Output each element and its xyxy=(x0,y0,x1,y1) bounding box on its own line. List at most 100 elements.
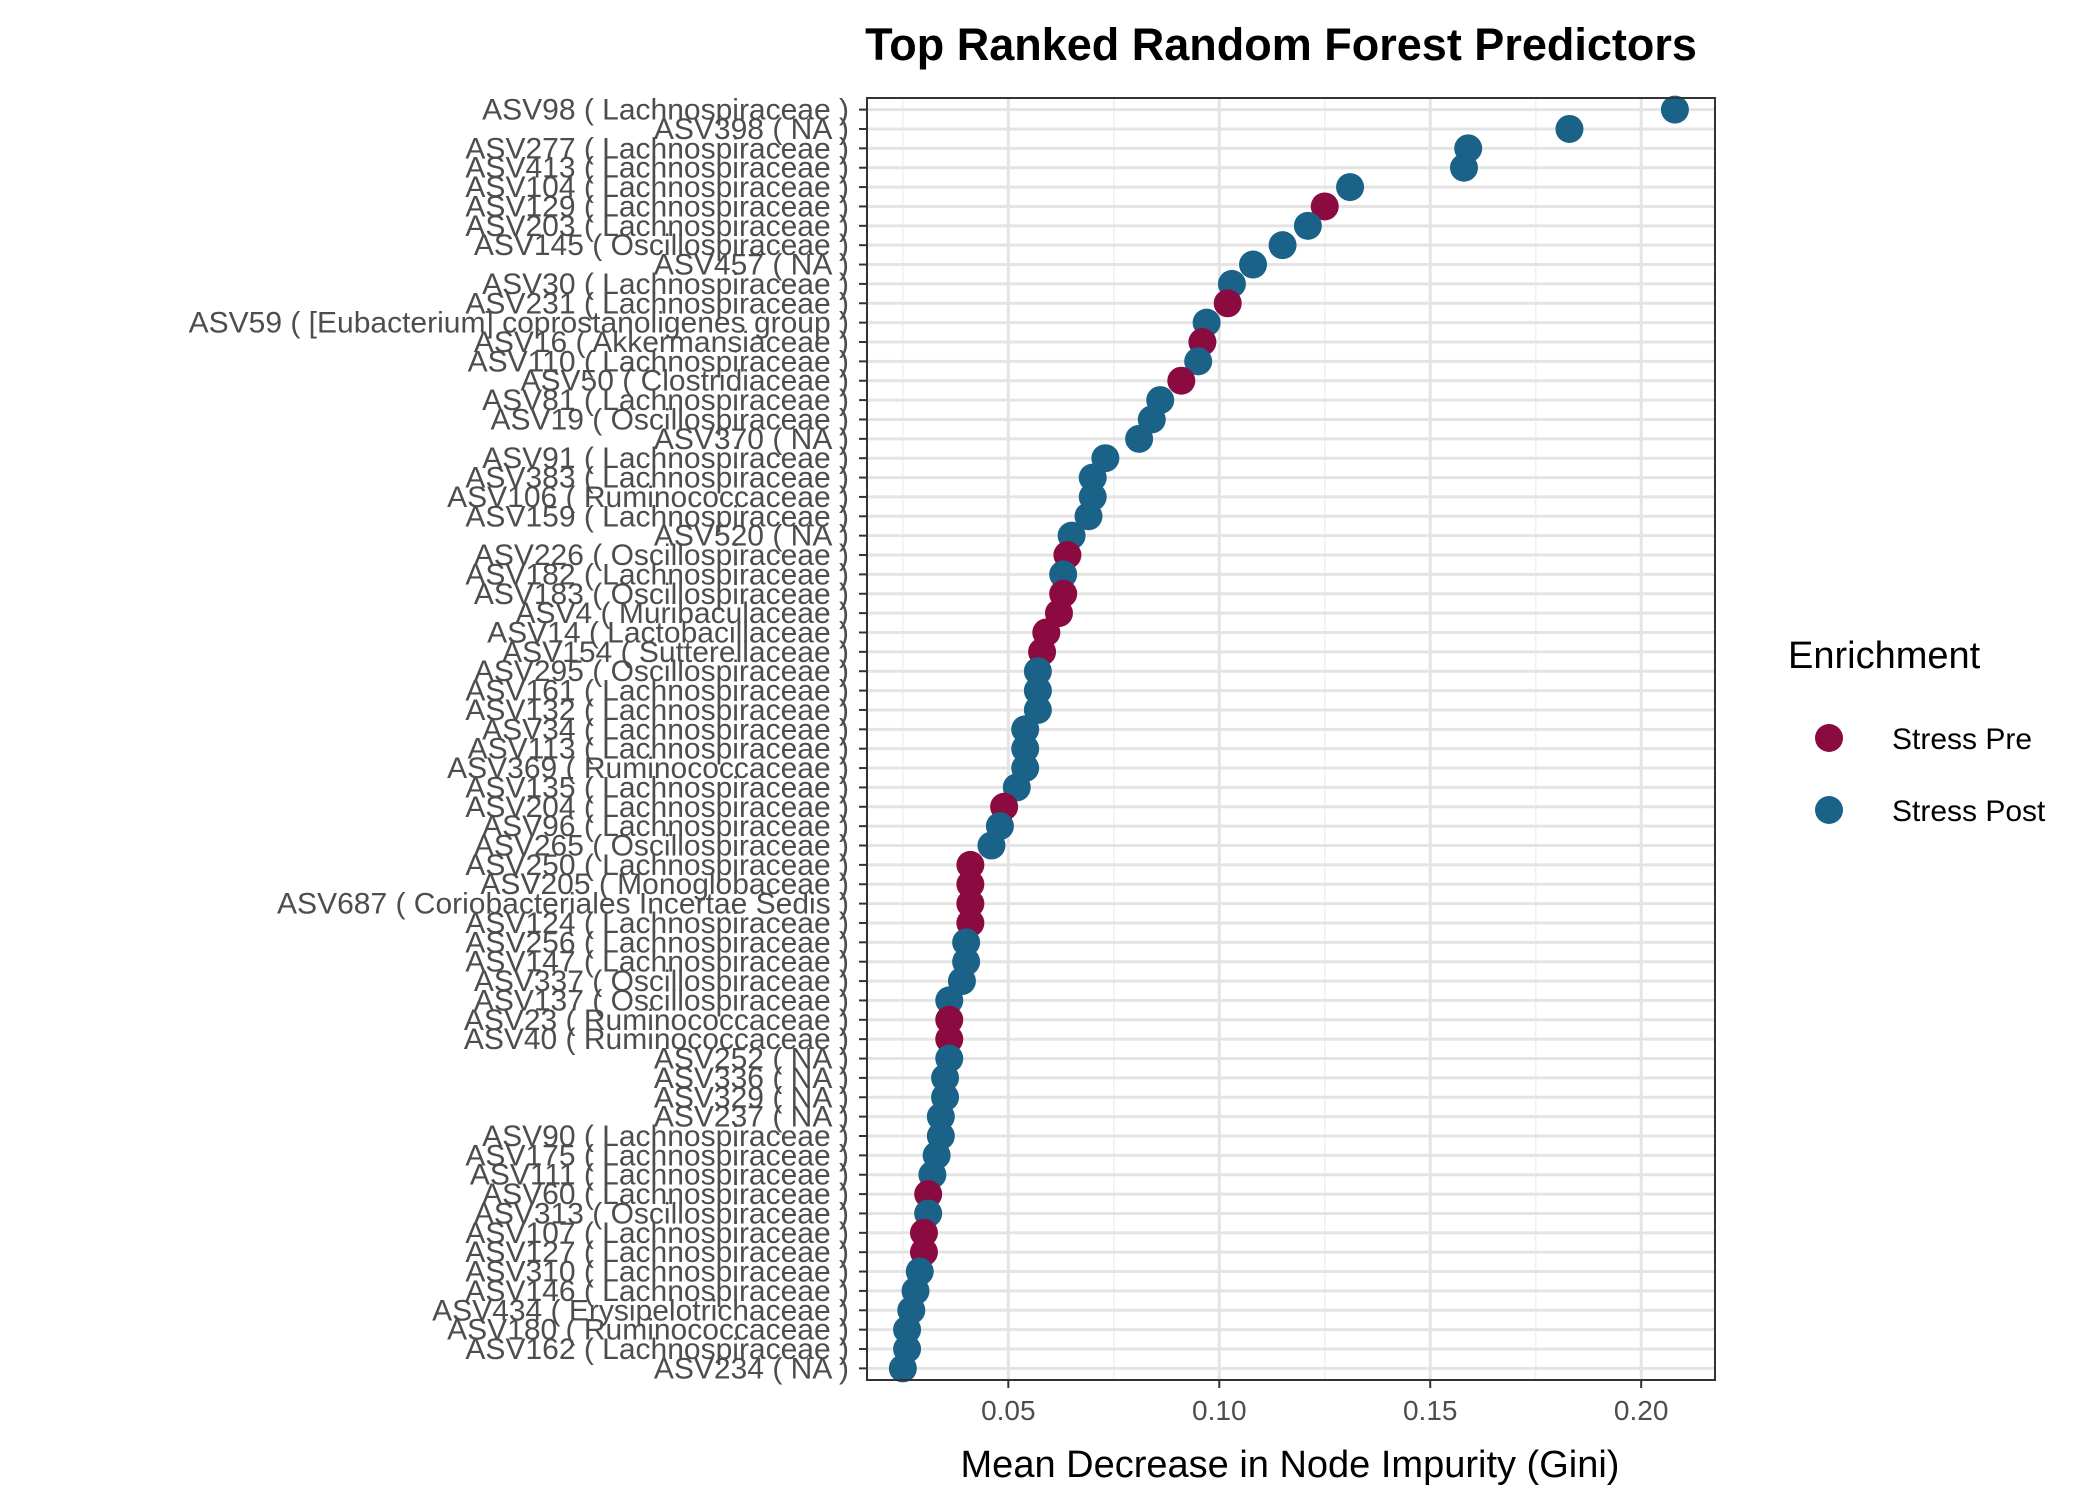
legend: Enrichment Stress Pre Stress Post xyxy=(1788,635,2046,828)
y-label-asv81: ASV81 ( Lachnospiraceae ) xyxy=(482,384,849,417)
y-label-asv398: ASV398 ( NA ) xyxy=(654,113,849,146)
y-label-asv237: ASV237 ( NA ) xyxy=(654,1101,849,1134)
point-asv234 xyxy=(888,1354,917,1383)
y-label-asv129: ASV129 ( Lachnospiraceae ) xyxy=(465,190,849,223)
y-label-asv113: ASV113 ( Lachnospiraceae ) xyxy=(468,733,849,766)
point-asv250 xyxy=(956,850,985,879)
y-label-asv520: ASV520 ( NA ) xyxy=(654,520,849,553)
legend-entries: Stress Pre Stress Post xyxy=(1815,723,2046,828)
y-label-asv19: ASV19 ( Oscillospiraceae ) xyxy=(491,403,849,436)
y-label-asv336: ASV336 ( NA ) xyxy=(654,1062,849,1095)
y-label-asv60: ASV60 ( Lachnospiraceae ) xyxy=(482,1178,849,1211)
y-label-asv337: ASV337 ( Oscillospiraceae ) xyxy=(474,965,849,998)
y-label-asv59: ASV59 ( [Eubacterium] coprostanoligenes … xyxy=(189,307,849,340)
y-label-asv204: ASV204 ( Lachnospiraceae ) xyxy=(465,791,849,824)
y-label-asv329: ASV329 ( NA ) xyxy=(654,1081,849,1114)
x-tick-label: 0.10 xyxy=(1192,1395,1247,1426)
y-label-asv383: ASV383 ( Lachnospiraceae ) xyxy=(465,462,849,495)
x-tick-label: 0.15 xyxy=(1403,1395,1458,1426)
x-tick-label: 0.20 xyxy=(1614,1395,1669,1426)
x-axis-tick-labels: 0.05 0.10 0.15 0.20 xyxy=(981,1395,1668,1426)
point-asv295 xyxy=(1023,657,1052,686)
x-tick-label: 0.05 xyxy=(981,1395,1036,1426)
y-label-asv107: ASV107 ( Lachnospiraceae ) xyxy=(465,1217,849,1250)
point-asv129 xyxy=(1310,192,1339,221)
y-label-asv205: ASV205 ( Monoglobaceae ) xyxy=(480,868,849,901)
y-label-asv14: ASV14 ( Lactobacillaceae ) xyxy=(487,616,849,649)
point-asv159 xyxy=(1074,502,1103,531)
plot-background xyxy=(867,98,1715,1380)
point-asv34 xyxy=(1011,715,1040,744)
point-asv180 xyxy=(893,1315,922,1344)
point-asv398 xyxy=(1555,114,1584,143)
y-label-asv96: ASV96 ( Lachnospiraceae ) xyxy=(482,810,849,843)
y-label-asv183: ASV183 ( Oscillospiraceae ) xyxy=(474,578,849,611)
point-asv107 xyxy=(909,1218,938,1247)
point-asv23 xyxy=(935,1005,964,1034)
y-label-asv30: ASV30 ( Lachnospiraceae ) xyxy=(482,268,849,301)
point-asv237 xyxy=(926,1102,955,1131)
point-asv50 xyxy=(1167,366,1196,395)
y-label-asv369: ASV369 ( Ruminococcaceae ) xyxy=(447,752,849,785)
y-label-asv180: ASV180 ( Ruminococcaceae ) xyxy=(447,1314,849,1347)
y-label-asv413: ASV413 ( Lachnospiraceae ) xyxy=(465,152,849,185)
plot-frame xyxy=(866,97,1716,1381)
point-asv265 xyxy=(977,831,1006,860)
y-label-asv137: ASV137 ( Oscillospiraceae ) xyxy=(474,984,849,1017)
point-asv113 xyxy=(1011,734,1040,763)
point-asv98 xyxy=(1660,95,1689,124)
y-label-asv16: ASV16 ( Akkermansiaceae ) xyxy=(474,326,849,359)
y-label-asv146: ASV146 ( Lachnospiraceae ) xyxy=(465,1275,849,1308)
y-label-asv256: ASV256 ( Lachnospiraceae ) xyxy=(465,926,849,959)
y-label-asv145: ASV145 ( Oscillospiraceae ) xyxy=(474,229,849,262)
point-asv104 xyxy=(1336,173,1365,202)
y-label-asv110: ASV110 ( Lachnospiraceae ) xyxy=(468,345,849,378)
point-asv145 xyxy=(1268,231,1297,260)
y-label-asv277: ASV277 ( Lachnospiraceae ) xyxy=(465,132,849,165)
y-label-asv111: ASV111 ( Lachnospiraceae ) xyxy=(470,1159,849,1192)
y-label-asv147: ASV147 ( Lachnospiraceae ) xyxy=(465,946,849,979)
y-label-asv313: ASV313 ( Oscillospiraceae ) xyxy=(474,1197,849,1230)
y-label-asv159: ASV159 ( Lachnospiraceae ) xyxy=(465,500,849,533)
y-label-asv295: ASV295 ( Oscillospiraceae ) xyxy=(474,655,849,688)
y-label-asv154: ASV154 ( Sutterellaceae ) xyxy=(502,636,849,669)
y-label-asv226: ASV226 ( Oscillospiraceae ) xyxy=(474,539,849,572)
y-label-asv161: ASV161 ( Lachnospiraceae ) xyxy=(465,675,849,708)
plot-panel xyxy=(867,98,1715,1380)
point-asv231 xyxy=(1213,289,1242,318)
point-asv161 xyxy=(1023,676,1052,705)
legend-key-stress-pre xyxy=(1815,724,1843,752)
y-label-asv135: ASV135 ( Lachnospiraceae ) xyxy=(465,771,849,804)
y-label-asv370: ASV370 ( NA ) xyxy=(654,423,849,456)
y-label-asv23: ASV23 ( Ruminococcaceae ) xyxy=(464,1004,849,1037)
y-label-asv310: ASV310 ( Lachnospiraceae ) xyxy=(465,1256,849,1289)
data-points xyxy=(888,95,1689,1383)
y-label-asv687: ASV687 ( Coriobacteriales Incertae Sedis… xyxy=(277,888,849,921)
y-label-asv124: ASV124 ( Lachnospiraceae ) xyxy=(465,907,849,940)
y-axis-ticks xyxy=(859,108,867,1370)
legend-title: Enrichment xyxy=(1788,635,1981,677)
y-label-asv457: ASV457 ( NA ) xyxy=(654,249,849,282)
x-axis-ticks xyxy=(1007,1380,1643,1388)
y-label-asv231: ASV231 ( Lachnospiraceae ) xyxy=(465,287,849,320)
y-label-asv162: ASV162 ( Lachnospiraceae ) xyxy=(465,1333,849,1366)
y-label-asv34: ASV34 ( Lachnospiraceae ) xyxy=(482,713,849,746)
y-label-asv91: ASV91 ( Lachnospiraceae ) xyxy=(482,442,849,475)
y-label-asv203: ASV203 ( Lachnospiraceae ) xyxy=(465,210,849,243)
y-label-asv234: ASV234 ( NA ) xyxy=(654,1352,849,1385)
point-asv370 xyxy=(1125,424,1154,453)
point-asv203 xyxy=(1293,211,1322,240)
y-gridlines xyxy=(867,108,1715,1370)
y-label-asv434: ASV434 ( Erysipelotrichaceae ) xyxy=(432,1294,849,1327)
point-asv336 xyxy=(931,1063,960,1092)
point-asv457 xyxy=(1239,250,1268,279)
point-asv256 xyxy=(952,928,981,957)
legend-label-stress-post: Stress Post xyxy=(1892,795,2046,828)
plot-border xyxy=(866,97,1716,1381)
y-label-asv252: ASV252 ( NA ) xyxy=(654,1043,849,1076)
point-asv687 xyxy=(956,889,985,918)
point-asv60 xyxy=(914,1180,943,1209)
point-asv383 xyxy=(1078,463,1107,492)
point-asv40 xyxy=(935,1025,964,1054)
